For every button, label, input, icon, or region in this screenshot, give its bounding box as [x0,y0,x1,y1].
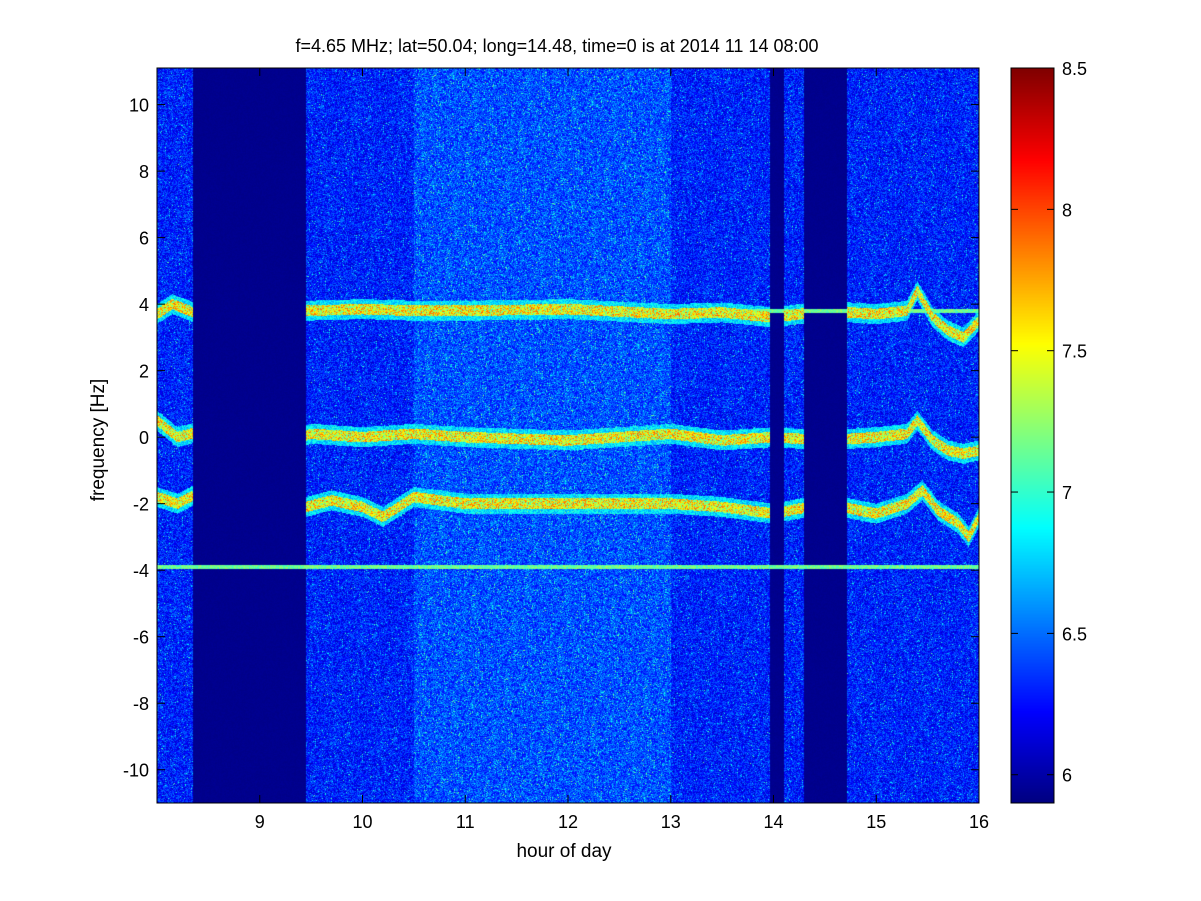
colorbar-ticks: 6 6.5 7 7.5 8 8.5 [1011,59,1087,786]
chart-title: f=4.65 MHz; lat=50.04; long=14.48, time=… [295,36,818,56]
colorbar-gradient [1011,68,1054,803]
colorbar-tick-label: 6 [1062,766,1072,786]
y-tick-label: -8 [133,694,149,714]
y-axis-label: frequency [Hz] [88,379,109,502]
colorbar-tick-label: 6.5 [1062,624,1087,644]
y-tick-label: 10 [129,96,149,116]
colorbar-tick-label: 7 [1062,483,1072,503]
x-tick-label: 15 [866,812,886,832]
spectrogram-heatmap [157,68,979,803]
x-tick-label: 16 [969,812,989,832]
colorbar-tick-label: 8 [1062,200,1072,220]
x-tick-label: 14 [763,812,783,832]
colorbar-tick-label: 7.5 [1062,342,1087,362]
x-tick-label: 11 [456,812,475,832]
y-tick-label: -6 [133,628,149,648]
x-axis-label: hour of day [516,841,612,862]
y-tick-label: 2 [139,362,149,382]
colorbar-tick-label: 8.5 [1062,59,1087,79]
x-tick-label: 10 [352,812,372,832]
x-tick-label: 13 [661,812,681,832]
colorbar-frame [1010,67,1055,804]
colorbar: 6 6.5 7 7.5 8 8.5 [1010,59,1087,804]
y-axis: -10 -8 -6 -4 -2 0 2 4 6 8 10 [123,96,979,781]
x-tick-label: 12 [558,812,578,832]
y-tick-label: 0 [139,428,149,448]
y-tick-label: 6 [139,229,149,249]
y-tick-label: 4 [139,295,149,315]
y-tick-label: -4 [133,561,149,581]
plot-area [156,67,980,804]
x-tick-label: 9 [255,812,265,832]
y-tick-label: -10 [123,761,149,781]
y-tick-label: 8 [139,162,149,182]
y-tick-label: -2 [133,495,149,515]
x-axis: 9 10 11 12 13 14 15 16 [255,68,989,832]
